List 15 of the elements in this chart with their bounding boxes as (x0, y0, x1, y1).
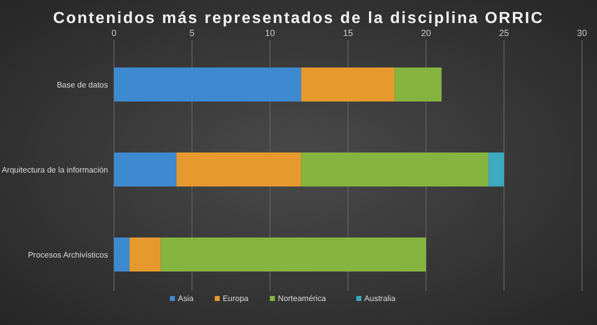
x-tick-label: 0 (111, 28, 117, 38)
chart-title: Contenidos más representados de la disciplina ORRIC (53, 10, 544, 27)
x-tick-label: 20 (420, 28, 432, 38)
legend-label: Asia (178, 294, 194, 303)
x-tick-label: 10 (264, 28, 276, 38)
legend-label: Europa (222, 294, 250, 303)
y-tick-label: Procesos Archivísticos (28, 250, 108, 260)
y-tick-label: Arquitectura de la información (2, 166, 108, 174)
x-tick-label: 30 (576, 28, 588, 38)
x-tick-label: 5 (189, 28, 195, 38)
x-tick-label: 25 (498, 28, 510, 38)
x-tick-label: 15 (342, 28, 354, 38)
legend-label: Norteamérica (278, 294, 326, 303)
y-tick-label: Base de datos (56, 80, 108, 90)
legend-label: Australia (364, 294, 396, 303)
